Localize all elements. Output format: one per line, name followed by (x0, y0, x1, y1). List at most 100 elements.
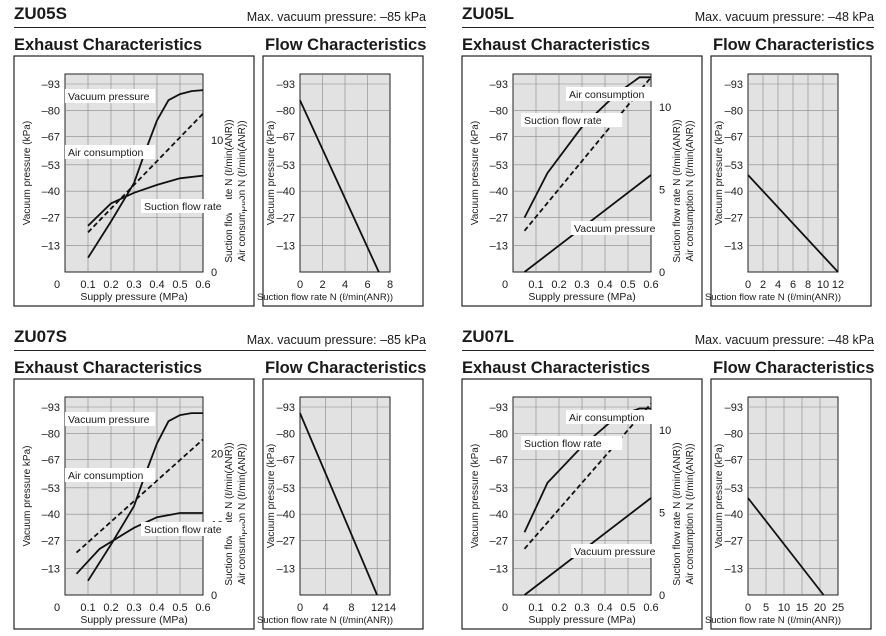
max-vacuum-label: Max. vacuum pressure: –85 kPa (246, 333, 426, 347)
y-tick-label: –27 (490, 535, 508, 547)
callout-label: Air consumption (569, 89, 644, 101)
x-tick-label: 0.2 (103, 279, 118, 291)
y-tick-label: –80 (490, 428, 508, 440)
flow-line (299, 412, 378, 596)
vacuum-pressure-line (87, 412, 203, 582)
exhaust-chart: –93 –80 –67 –53 –40 –27 –13 0 0.1 0.2 0.3 0.4 0.5 0.6… (13, 55, 255, 307)
y-tick-label: –27 (725, 212, 743, 224)
y-tick-label: –13 (725, 564, 743, 576)
exhaust-title: Exhaust Characteristics (462, 36, 651, 54)
y-tick-label: –13 (42, 241, 60, 253)
right-tick-label: 0 (211, 267, 217, 279)
y-tick-label: –80 (277, 428, 295, 440)
x-tick-label: 0.3 (126, 602, 141, 614)
y-tick-label: –93 (490, 79, 508, 91)
x-axis-label: Supply pressure (MPa) (80, 291, 187, 303)
exhaust-frame (13, 378, 255, 630)
max-vacuum-label: Max. vacuum pressure: –48 kPa (694, 10, 874, 24)
callout-bg (65, 89, 155, 103)
air-consumption-line (523, 403, 652, 550)
y-tick-label: –40 (277, 509, 295, 521)
exhaust-chart: –93 –80 –67 –53 –40 –27 –13 0 0.1 0.2 0.3 0.4 0.5 0.6… (461, 55, 703, 307)
exhaust-title: Exhaust Characteristics (14, 359, 203, 377)
callout-bg (566, 87, 656, 101)
callout-bg (571, 221, 661, 235)
x-tick-label: 0.4 (597, 602, 612, 614)
right-tick-label: 20 (211, 449, 223, 461)
callout-bg (141, 522, 243, 536)
y-tick-label: –67 (42, 455, 60, 467)
callout-bg (521, 113, 623, 127)
x-tick-label: 6 (364, 279, 370, 291)
x-tick-label: 0 (297, 602, 303, 614)
suction-flow-rate-line (87, 174, 204, 227)
x-tick-label: 12 (371, 602, 383, 614)
max-vacuum-label: Max. vacuum pressure: –85 kPa (246, 10, 426, 24)
x-tick-label: 0.5 (620, 602, 635, 614)
right-tick-label: 10 (659, 425, 671, 437)
max-vacuum-label: Max. vacuum pressure: –48 kPa (694, 333, 874, 347)
suction-flow-rate-line (523, 76, 651, 219)
right-axis-label: Suction flow rate N (ℓ/min(ANR)) (672, 442, 683, 585)
right-axis-label: Suction flow rate N (ℓ/min(ANR)) (224, 119, 235, 262)
x-tick-label: 0 (745, 279, 751, 291)
y-tick-label: –67 (725, 132, 743, 144)
x-tick-label: 0.5 (172, 279, 187, 291)
x-axis-label: Suction flow rate N (ℓ/min(ANR)) (705, 615, 841, 626)
y-tick-label: –13 (725, 241, 743, 253)
x-tick-label: 0.1 (528, 279, 543, 291)
y-tick-label: –67 (277, 132, 295, 144)
callout-label: Air consumption (569, 412, 644, 424)
y-tick-label: –80 (725, 105, 743, 117)
exhaust-title: Exhaust Characteristics (462, 359, 651, 377)
callout-label: Suction flow rate (524, 115, 602, 127)
x-tick-label: 15 (796, 602, 808, 614)
y-tick-label: –13 (490, 241, 508, 253)
y-tick-label: –93 (277, 79, 295, 91)
y-tick-label: –13 (277, 564, 295, 576)
y-tick-label: –40 (725, 186, 743, 198)
x-tick-label: 4 (775, 279, 781, 291)
y-tick-label: –13 (277, 241, 295, 253)
x-tick-label: 0.5 (172, 602, 187, 614)
y-tick-label: –53 (725, 160, 743, 172)
flow-frame (710, 55, 872, 307)
model-name: ZU07S (14, 327, 67, 346)
right-tick-label: 5 (659, 508, 665, 520)
x-tick-label: 2 (760, 279, 766, 291)
x-tick-label: 20 (814, 602, 826, 614)
flow-frame (710, 378, 872, 630)
x-tick-label: 0 (54, 279, 60, 291)
y-tick-label: –27 (42, 212, 60, 224)
callout-bg (521, 436, 623, 450)
y-tick-label: –13 (42, 564, 60, 576)
x-tick-label: 0 (745, 602, 751, 614)
exhaust-title: Exhaust Characteristics (14, 36, 203, 54)
x-axis-label: Suction flow rate N (ℓ/min(ANR)) (257, 292, 393, 303)
y-tick-label: –80 (42, 428, 60, 440)
callout-label: Air consumption (68, 147, 143, 159)
y-tick-label: –67 (490, 455, 508, 467)
air-consumption-line (75, 438, 204, 554)
y-axis-label: Vacuum pressure (kPa) (22, 121, 33, 225)
callout-label: Suction flow rate (144, 524, 222, 536)
x-tick-label: 0.1 (528, 602, 543, 614)
x-tick-label: 8 (387, 279, 393, 291)
x-tick-label: 0 (54, 602, 60, 614)
y-tick-label: –80 (277, 105, 295, 117)
flow-title: Flow Characteristics (713, 359, 875, 377)
y-tick-label: –53 (277, 160, 295, 172)
y-tick-label: –93 (42, 79, 60, 91)
y-tick-label: –40 (42, 186, 60, 198)
model-name: ZU05S (14, 4, 67, 23)
x-tick-label: 8 (348, 602, 354, 614)
x-tick-label: 0.4 (597, 279, 612, 291)
y-tick-label: –13 (490, 564, 508, 576)
flow-line (747, 497, 825, 596)
y-tick-label: –40 (490, 186, 508, 198)
y-tick-label: –40 (277, 186, 295, 198)
y-axis-label: Vacuum pressure (kPa) (266, 121, 277, 225)
x-tick-label: 4 (342, 279, 348, 291)
right-axis-label: Suction flow rate N (ℓ/min(ANR)) (672, 119, 683, 262)
